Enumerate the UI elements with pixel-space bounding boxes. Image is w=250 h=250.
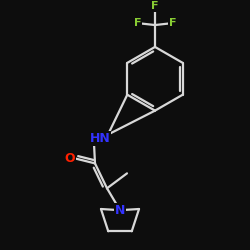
Text: O: O (65, 152, 75, 165)
Text: HN: HN (90, 132, 110, 145)
Text: F: F (169, 18, 176, 28)
Text: N: N (115, 204, 125, 217)
Text: F: F (134, 18, 141, 28)
Text: F: F (151, 1, 159, 11)
